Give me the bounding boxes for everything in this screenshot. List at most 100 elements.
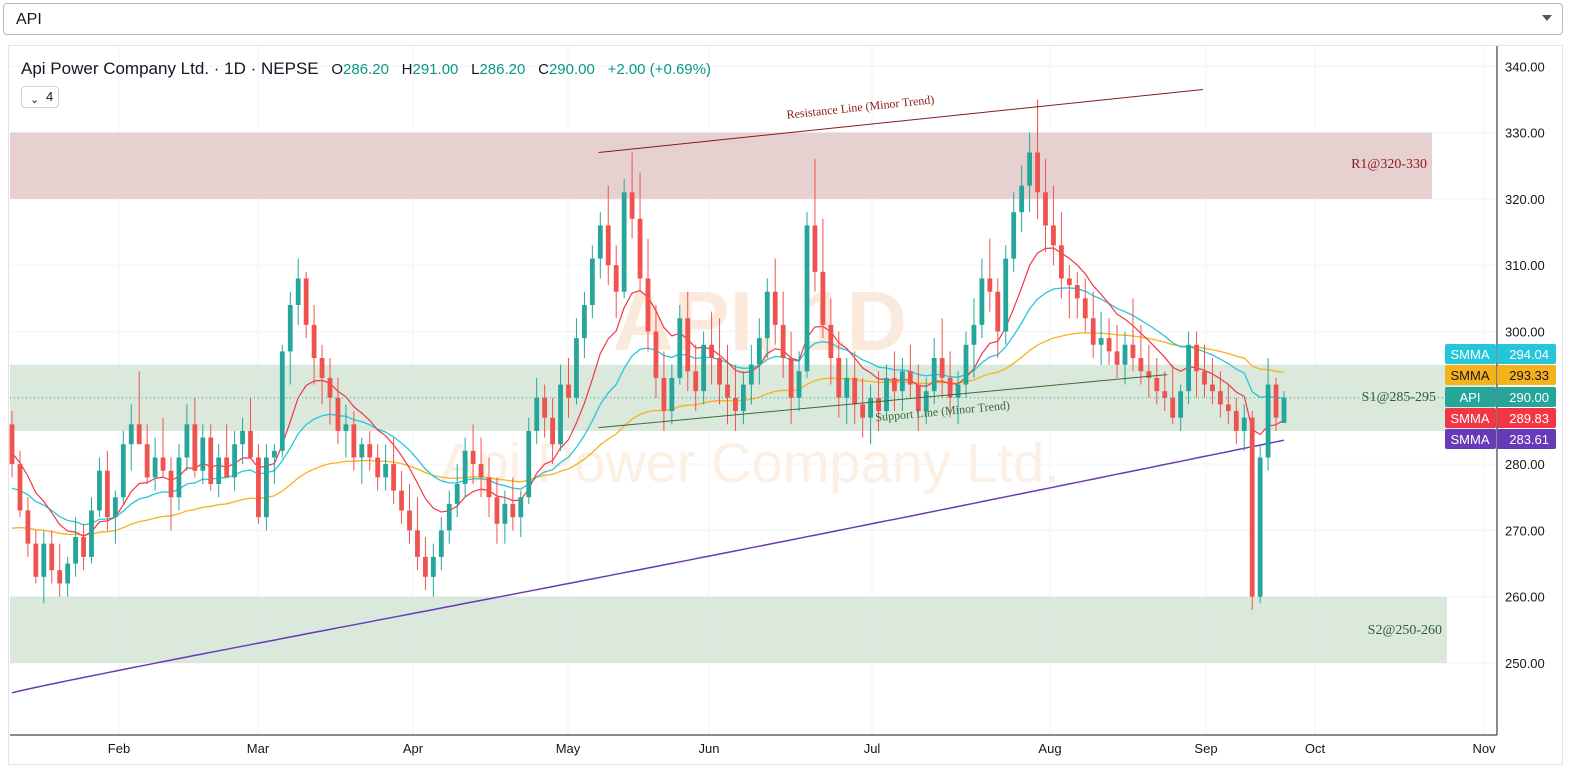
candle-body — [438, 530, 444, 557]
candle-body — [1194, 344, 1199, 372]
candle-body — [605, 225, 611, 266]
candle-body — [311, 324, 317, 359]
candle-body — [105, 470, 110, 518]
price-label-value: 289.83 — [1509, 411, 1549, 426]
candle-body — [613, 265, 619, 292]
legend-close: 290.00 — [548, 61, 595, 78]
chevron-down-icon: ⌄ — [30, 94, 40, 106]
candle-body — [1090, 318, 1096, 345]
indicators-toggle-button[interactable]: ⌄ 4 — [21, 86, 59, 108]
candle-body — [200, 437, 206, 471]
candle-body — [1202, 371, 1207, 385]
candle-body — [876, 397, 881, 412]
candle-body — [852, 377, 858, 405]
candle-body — [661, 377, 667, 412]
chart-pane[interactable] — [8, 45, 1563, 765]
smma-long-line — [11, 439, 1285, 694]
candle-body — [415, 530, 420, 557]
candle-body — [17, 464, 23, 511]
candle-body — [423, 556, 428, 577]
candle-body — [454, 483, 460, 504]
candle-body — [1265, 384, 1271, 458]
candle-body — [1225, 404, 1231, 412]
candle-body — [1098, 338, 1104, 345]
candle-body — [1043, 192, 1048, 226]
candle-body — [335, 397, 341, 431]
time-axis-label: Apr — [403, 741, 424, 756]
candle-body — [486, 477, 492, 498]
candle-body — [1011, 212, 1017, 259]
candle-body — [1082, 298, 1088, 319]
candle-body — [693, 371, 699, 392]
price-label-name-bg — [1445, 344, 1496, 364]
price-label-name: SMMA — [1451, 432, 1490, 447]
candle-body — [327, 377, 333, 398]
trendline-1 — [598, 374, 1168, 429]
candle-body — [741, 384, 746, 412]
candle-body — [279, 351, 285, 451]
price-label-name: SMMA — [1451, 347, 1490, 362]
candle-body — [1019, 185, 1025, 213]
dropdown-caret-icon[interactable] — [1542, 15, 1552, 21]
candle-body — [725, 384, 730, 398]
trendline-0 — [598, 89, 1204, 153]
time-axis-label: Aug — [1038, 741, 1061, 756]
legend-low: 286.20 — [479, 61, 526, 78]
candle-body — [1233, 411, 1239, 431]
candle-body — [534, 397, 540, 431]
candle-body — [629, 192, 635, 219]
price-label-value: 293.33 — [1509, 368, 1549, 383]
candle-body — [383, 464, 389, 478]
symbol-value: API — [16, 11, 42, 28]
candle-body — [677, 318, 683, 378]
candle-body — [796, 371, 802, 398]
candle-body — [57, 570, 63, 584]
zone-0 — [10, 132, 1432, 199]
candle-body — [979, 278, 985, 325]
candle-body — [685, 318, 691, 372]
price-axis-label: 270.00 — [1505, 523, 1545, 538]
candle-body — [343, 424, 349, 431]
candle-body — [756, 338, 762, 365]
zone-2 — [10, 596, 1447, 663]
candle-body — [1146, 371, 1152, 378]
candle-body — [995, 291, 1001, 332]
time-axis-label: Nov — [1472, 741, 1496, 756]
candle-body — [295, 278, 301, 305]
legend-change: +2.00 (+0.69%) — [607, 61, 711, 78]
price-label-value-bg — [1497, 344, 1556, 364]
candle-body — [25, 510, 31, 544]
candle-body — [112, 497, 118, 518]
candle-body — [1154, 377, 1160, 392]
candle-body — [1130, 344, 1136, 359]
candle-body — [9, 424, 15, 465]
candle-body — [1273, 384, 1279, 418]
candle-body — [97, 470, 102, 511]
price-axis-label: 310.00 — [1505, 258, 1545, 273]
symbol-search-select[interactable]: API — [3, 3, 1563, 35]
candle-body — [120, 444, 126, 498]
candle-body — [367, 444, 373, 458]
candle-body — [41, 543, 47, 577]
candle-body — [470, 450, 476, 465]
time-axis-label: Feb — [108, 741, 130, 756]
price-label-value: 283.61 — [1509, 432, 1549, 447]
price-axis-label: 300.00 — [1505, 325, 1545, 340]
candle-body — [1138, 358, 1144, 372]
candle-body — [844, 377, 850, 398]
candle-body — [359, 444, 365, 458]
price-label-value-bg — [1497, 387, 1556, 407]
legend-open-label: O — [331, 61, 344, 78]
candle-body — [820, 271, 826, 325]
candle-body — [319, 358, 325, 378]
candle-body — [788, 358, 794, 398]
time-axis-label: May — [556, 741, 581, 756]
legend-title: Api Power Company Ltd. · 1D · NEPSE — [21, 59, 319, 78]
candle-body — [1074, 285, 1080, 299]
candle-body — [407, 510, 412, 531]
candle-body — [900, 371, 905, 392]
candle-body — [566, 384, 571, 398]
candle-body — [144, 444, 150, 478]
candle-body — [478, 464, 484, 478]
